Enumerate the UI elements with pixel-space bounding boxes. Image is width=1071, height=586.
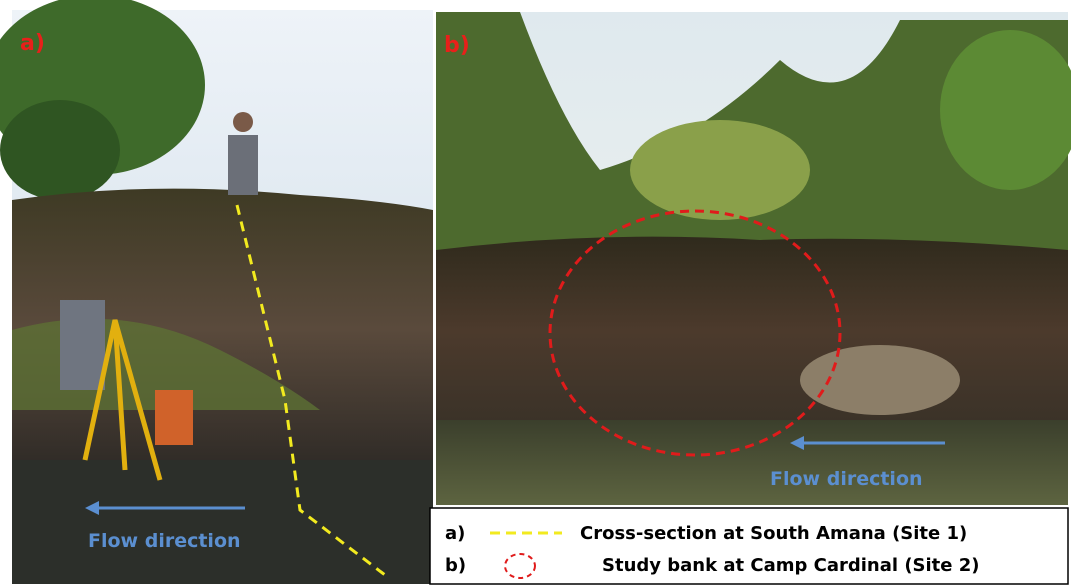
photo-b: Flow direction b): [436, 12, 1071, 505]
legend-text: Study bank at Camp Cardinal (Site 2): [602, 555, 980, 576]
legend: a) Cross-section at South Amana (Site 1)…: [429, 507, 1069, 585]
legend-text: Cross-section at South Amana (Site 1): [580, 523, 967, 544]
legend-box: [429, 507, 1069, 585]
legend-ellipse: [504, 553, 536, 579]
tree: [0, 100, 120, 200]
flow-label: Flow direction: [770, 468, 923, 490]
tripod: [82, 319, 163, 481]
bank: [436, 236, 1068, 425]
flow-arrow-head: [85, 501, 99, 515]
person: [60, 300, 105, 390]
rocks: [800, 345, 960, 415]
panel-label: a): [20, 31, 45, 56]
foliage: [940, 30, 1071, 190]
photo-a: Flow direction a): [0, 0, 433, 584]
water: [436, 420, 1068, 505]
cross-section-line: [235, 204, 386, 577]
panel-label: b): [444, 33, 470, 58]
flow-label: Flow direction: [88, 530, 241, 552]
legend-label: a): [445, 523, 465, 544]
flow-arrow-head: [790, 436, 804, 450]
foliage: [630, 120, 810, 220]
person: [233, 112, 253, 132]
person: [228, 135, 258, 195]
study-bank-outline: [548, 209, 842, 457]
legend-label: b): [445, 555, 466, 576]
water: [12, 460, 433, 584]
case: [155, 390, 193, 445]
